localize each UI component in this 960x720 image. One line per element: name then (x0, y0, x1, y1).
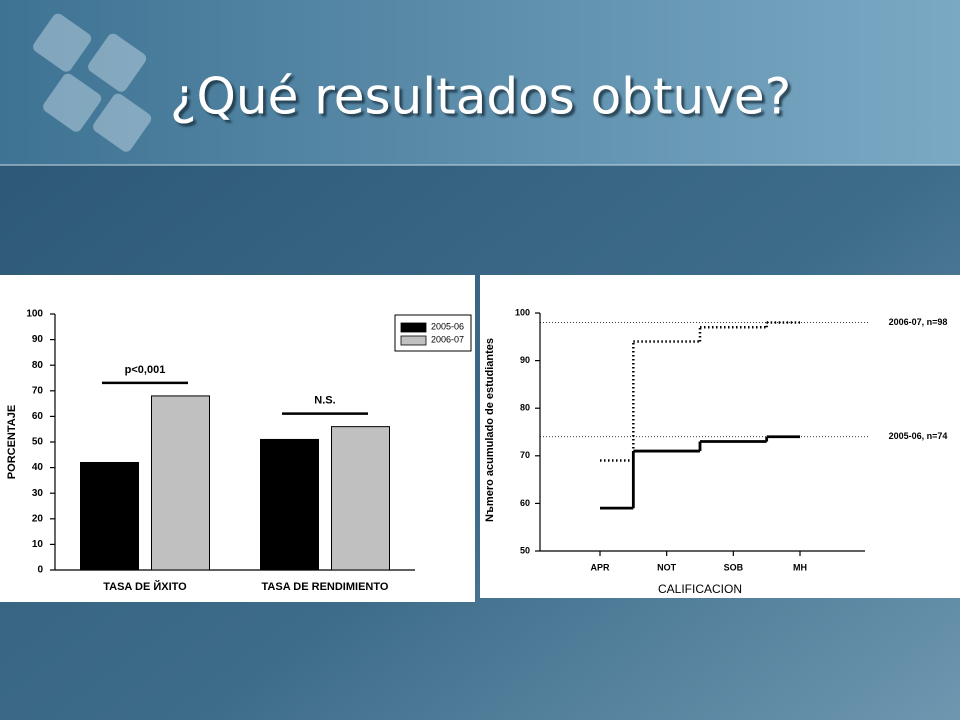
y-tick-label: 100 (26, 309, 43, 320)
legend-swatch (400, 335, 427, 346)
slide-title: ¿Qué resultados obtuve? (170, 68, 791, 126)
y-tick-label: 60 (32, 411, 44, 422)
y-tick-label: 10 (32, 539, 44, 550)
puzzle-icon (33, 13, 152, 152)
x-axis-label: CALIFICACION (658, 582, 742, 596)
x-tick-label: NOT (657, 562, 677, 572)
legend-swatch (400, 322, 427, 333)
annotation: p<0,001 (125, 364, 166, 376)
y-tick-label: 30 (32, 488, 44, 499)
x-tick-label: APR (590, 562, 610, 572)
bar (80, 461, 139, 571)
legend-label: 2005-06 (431, 321, 464, 331)
y-tick-label: 60 (520, 498, 530, 508)
y-tick-label: 40 (32, 462, 44, 473)
series-label: 2005-06, n=74 (889, 431, 948, 441)
y-tick-label: 90 (520, 355, 530, 365)
x-tick-label: MH (793, 562, 807, 572)
x-tick-label: TASA DE RENDIMIENTO (262, 581, 389, 593)
header-band (0, 0, 960, 165)
bar (151, 395, 210, 571)
bar (331, 426, 390, 571)
y-tick-label: 70 (520, 450, 530, 460)
legend-label: 2006-07 (431, 334, 464, 344)
y-tick-label: 50 (32, 437, 44, 448)
y-axis-label: PORCENTAJE (6, 405, 18, 479)
y-tick-label: 90 (32, 334, 44, 345)
y-tick-label: 80 (520, 403, 530, 413)
annotation: N.S. (314, 395, 335, 407)
y-tick-label: 0 (37, 565, 43, 576)
y-tick-label: 50 (520, 545, 530, 555)
y-axis-label: Nъmero acumulado de estudiantes (484, 338, 496, 522)
x-tick-label: TASA DE ЙXITO (103, 580, 187, 593)
bar (260, 438, 319, 571)
y-tick-label: 20 (32, 513, 44, 524)
x-tick-label: SOB (724, 562, 744, 572)
y-tick-label: 80 (32, 360, 44, 371)
y-tick-label: 70 (32, 385, 44, 396)
series-label: 2006-07, n=98 (889, 317, 948, 327)
y-tick-label: 100 (515, 307, 530, 317)
